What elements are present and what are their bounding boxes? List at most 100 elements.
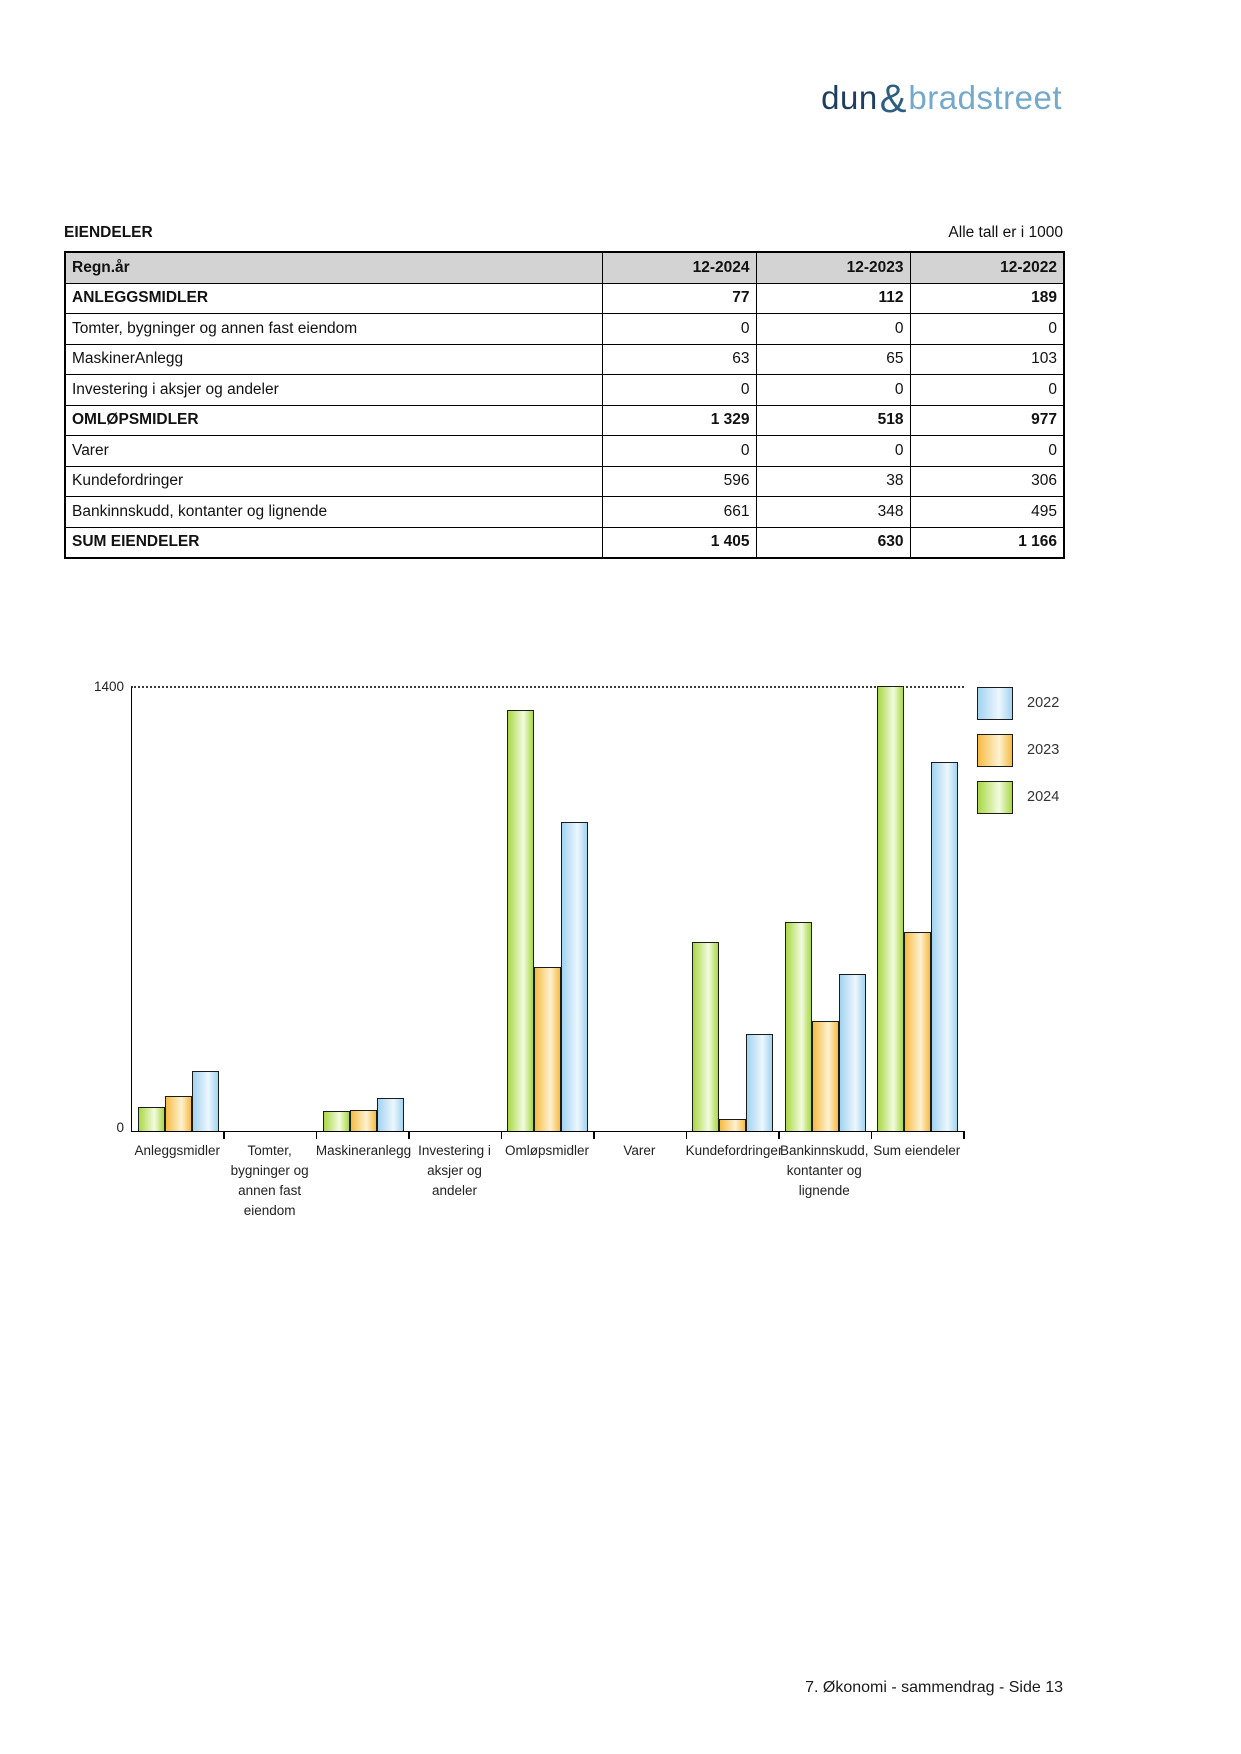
row-label: Kundefordringer xyxy=(64,465,603,497)
x-axis-tick xyxy=(593,1131,595,1139)
x-axis-label: Tomter, bygninger og annen fast eiendom xyxy=(230,1143,309,1218)
bar-2022 xyxy=(931,762,959,1131)
bar-2023 xyxy=(164,1095,192,1131)
page-footer: 7. Økonomi - sammendrag - Side 13 xyxy=(805,1679,1063,1696)
bar-2023 xyxy=(904,931,932,1131)
bar-2024 xyxy=(877,686,905,1131)
dun-bradstreet-logo: dun&bradstreet xyxy=(0,74,1062,121)
x-axis-label: Anleggsmidler xyxy=(134,1143,220,1158)
row-value: 1 166 xyxy=(909,526,1065,559)
bar-chart-plot xyxy=(131,686,965,1139)
bar-2023 xyxy=(534,967,562,1131)
units-note: Alle tall er i 1000 xyxy=(948,224,1063,241)
column-header: Regn.år xyxy=(64,251,603,284)
bar-2024 xyxy=(322,1111,350,1131)
legend-label: 2022 xyxy=(1027,695,1060,711)
row-value: 630 xyxy=(755,526,911,559)
assets-table-body: ANLEGGSMIDLER 77 112 189 Tomter, bygninger o… xyxy=(64,282,1065,559)
table-row: Bankinnskudd, kontanter og lignende 661 34… xyxy=(64,496,1065,528)
bar-2023 xyxy=(349,1110,377,1131)
table-row: OMLØPSMIDLER 1 329 518 977 xyxy=(64,404,1065,436)
bar-2022 xyxy=(838,974,866,1131)
table-row: MaskinerAnlegg 63 65 103 xyxy=(64,343,1065,375)
row-value: 348 xyxy=(755,496,911,528)
row-value: 77 xyxy=(601,282,757,314)
row-value: 0 xyxy=(601,435,757,467)
row-value: 189 xyxy=(909,282,1065,314)
column-header: 12-2022 xyxy=(909,251,1065,284)
table-row: Kundefordringer 596 38 306 xyxy=(64,465,1065,497)
row-value: 112 xyxy=(755,282,911,314)
assets-table: Regn.år 12-2024 12-2023 12-2022 ANLEGGSMIDL… xyxy=(64,251,1065,559)
row-label: SUM EIENDELER xyxy=(64,526,603,559)
x-axis-tick xyxy=(963,1131,965,1139)
table-row: Investering i aksjer og andeler 0 0 0 xyxy=(64,374,1065,406)
row-value: 306 xyxy=(909,465,1065,497)
x-axis-tick xyxy=(223,1131,225,1139)
bar-2024 xyxy=(507,710,535,1131)
row-value: 977 xyxy=(909,404,1065,436)
row-value: 65 xyxy=(755,343,911,375)
row-value: 1 405 xyxy=(601,526,757,559)
assets-table-head: Regn.år 12-2024 12-2023 12-2022 xyxy=(64,251,1065,284)
row-value: 0 xyxy=(755,435,911,467)
x-axis-tick xyxy=(870,1131,873,1139)
bar-group xyxy=(779,688,871,1131)
bar-group xyxy=(594,688,686,1131)
bar-2024 xyxy=(692,942,720,1131)
row-value: 1 329 xyxy=(601,404,757,436)
row-value: 0 xyxy=(909,435,1065,467)
bar-2023 xyxy=(719,1118,747,1131)
row-label: OMLØPSMIDLER xyxy=(64,404,603,436)
table-row: SUM EIENDELER 1 405 630 1 166 xyxy=(64,526,1065,559)
x-axis-tick xyxy=(315,1131,318,1139)
section-title: EIENDELER xyxy=(64,224,153,241)
table-row: ANLEGGSMIDLER 77 112 189 xyxy=(64,282,1065,314)
bar-group xyxy=(409,688,501,1131)
bar-2024 xyxy=(137,1106,165,1131)
row-value: 0 xyxy=(601,374,757,406)
legend-label: 2024 xyxy=(1027,789,1060,805)
x-axis-label: Kundefordringer xyxy=(685,1143,783,1158)
row-value: 661 xyxy=(601,496,757,528)
section-header: EIENDELER Alle tall er i 1000 xyxy=(64,224,1063,242)
row-value: 0 xyxy=(755,374,911,406)
bar-2023 xyxy=(811,1020,839,1131)
row-value: 38 xyxy=(755,465,911,497)
bar-2022 xyxy=(561,821,589,1131)
bar-group xyxy=(872,686,964,1131)
row-label: Investering i aksjer og andeler xyxy=(64,374,603,406)
legend-swatch-2022 xyxy=(977,687,1013,720)
x-axis-label: Maskineranlegg xyxy=(315,1143,412,1158)
x-axis-label: Investering i aksjer og andeler xyxy=(418,1143,491,1198)
x-axis-tick xyxy=(685,1131,688,1139)
bar-2022 xyxy=(376,1098,404,1131)
row-label: MaskinerAnlegg xyxy=(64,343,603,375)
row-value: 518 xyxy=(755,404,911,436)
legend-swatch-2024 xyxy=(977,781,1013,814)
row-label: ANLEGGSMIDLER xyxy=(64,282,603,314)
row-label: Varer xyxy=(64,435,603,467)
bar-group xyxy=(317,688,409,1131)
table-row: Tomter, bygninger og annen fast eiendom 0… xyxy=(64,313,1065,345)
x-axis-label: Omløpsmidler xyxy=(504,1143,589,1158)
bar-group xyxy=(224,688,316,1131)
x-axis-tick xyxy=(408,1131,410,1139)
bar-group xyxy=(687,688,779,1131)
bar-2022 xyxy=(191,1071,219,1131)
logo-text-dun: dun xyxy=(821,79,878,116)
row-value: 596 xyxy=(601,465,757,497)
row-value: 0 xyxy=(909,374,1065,406)
table-row: Varer 0 0 0 xyxy=(64,435,1065,467)
bar-2022 xyxy=(746,1034,774,1131)
y-axis-tick-0: 0 xyxy=(116,1120,124,1135)
x-axis-label: Sum eiendeler xyxy=(873,1143,961,1158)
x-axis-label: Bankinnskudd, kontanter og lignende xyxy=(780,1143,869,1198)
row-value: 0 xyxy=(909,313,1065,345)
row-value: 63 xyxy=(601,343,757,375)
logo-text-bradstreet: bradstreet xyxy=(908,79,1062,116)
bar-2024 xyxy=(784,921,812,1131)
legend-label: 2023 xyxy=(1027,742,1060,758)
legend-swatch-2023 xyxy=(977,734,1013,767)
